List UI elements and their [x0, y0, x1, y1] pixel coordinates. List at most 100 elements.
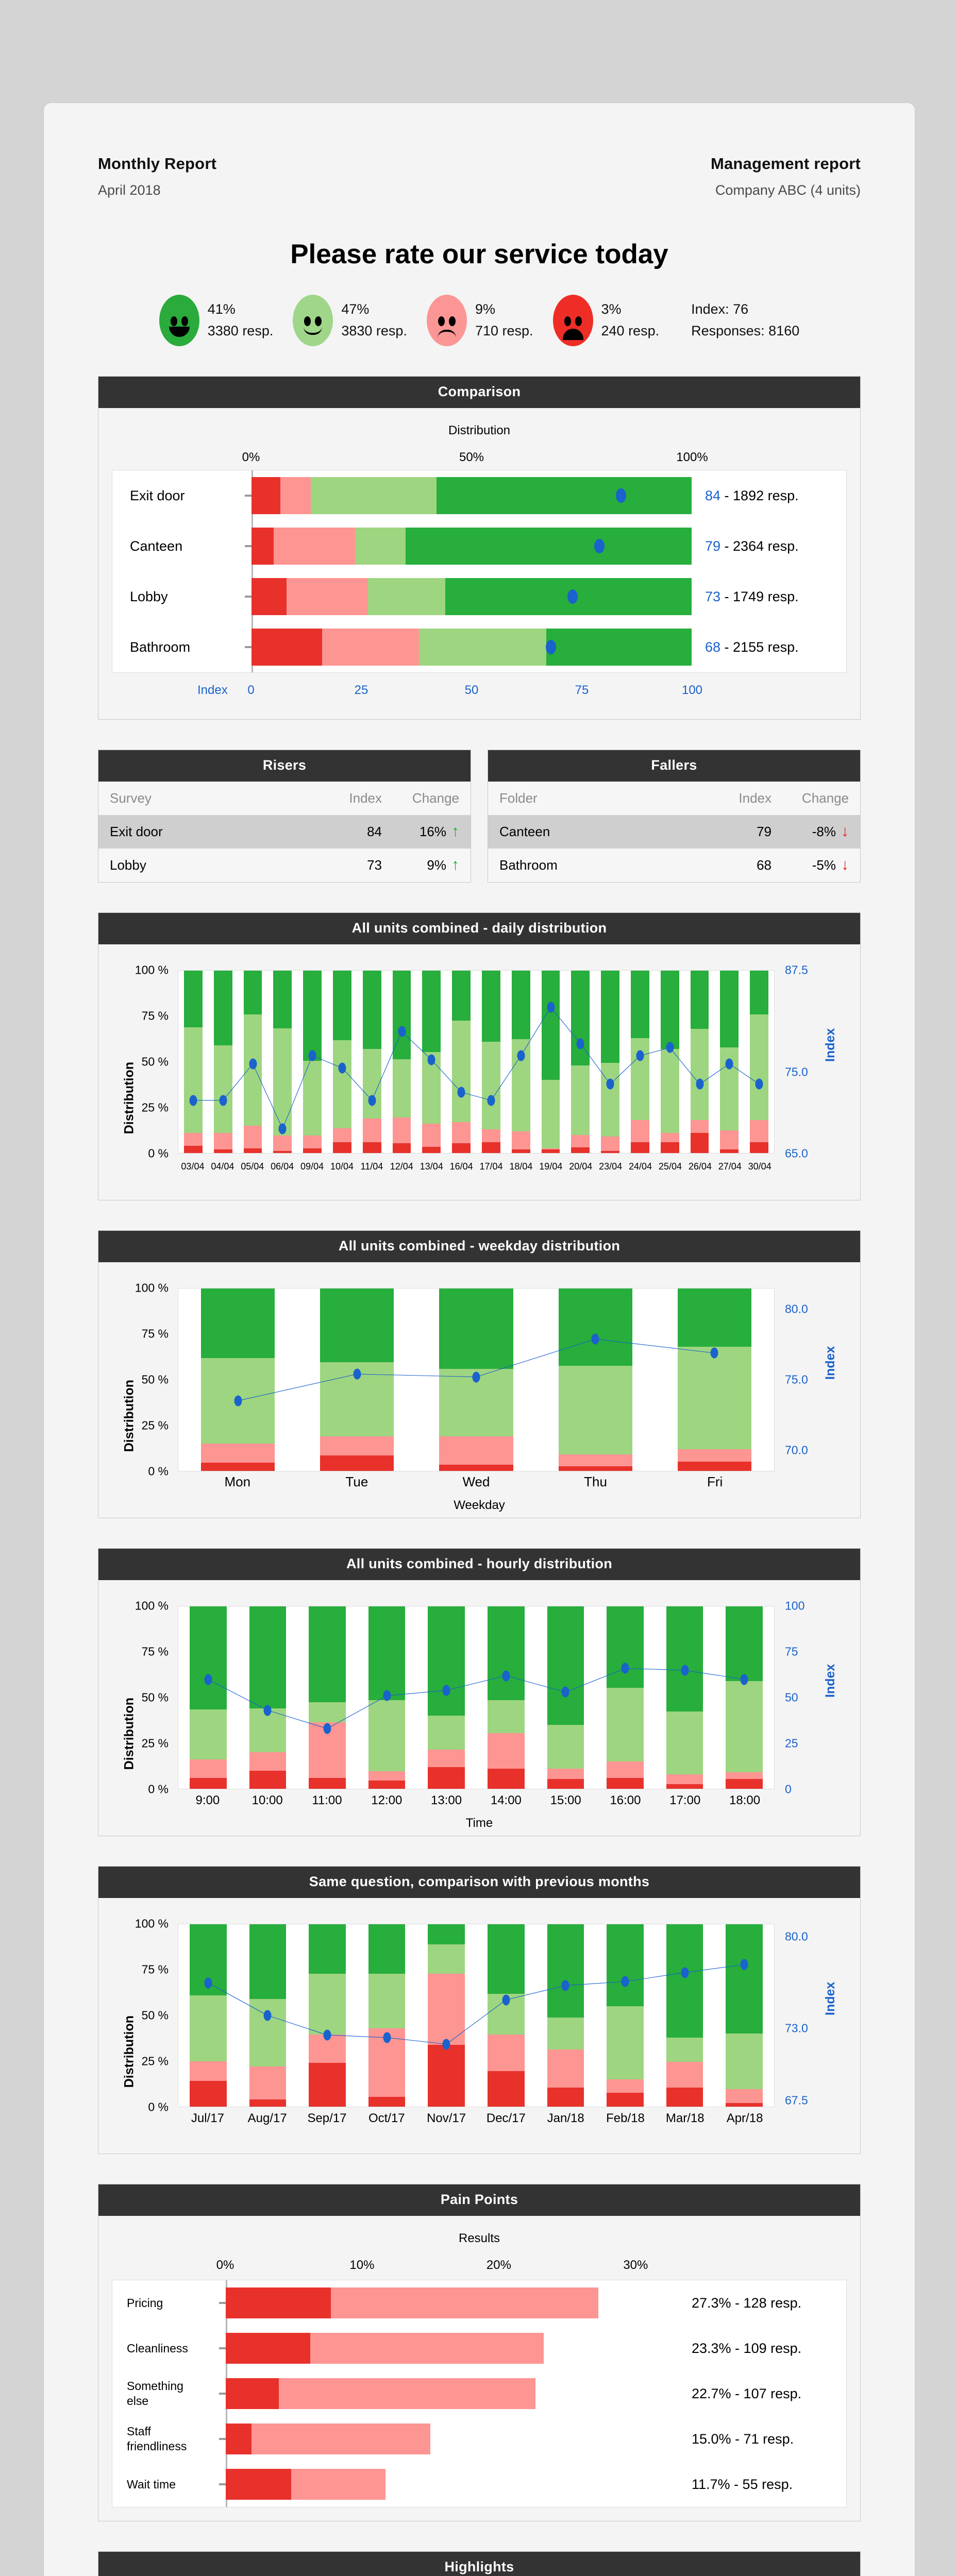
index-point-marker [681, 1665, 689, 1676]
bar-cell[interactable] [595, 1924, 655, 2107]
bar-cell[interactable] [446, 971, 476, 1153]
bar-segment [200, 1463, 275, 1471]
index-marker-dot [616, 488, 627, 503]
fallers-col-folder: Folder [488, 782, 663, 815]
bar-cell[interactable] [536, 1606, 596, 1789]
segment-very-happy [436, 477, 692, 514]
bar-segment [607, 1777, 644, 1789]
report-title: Monthly Report [98, 155, 217, 173]
bar-cell[interactable] [685, 971, 715, 1153]
bar-segment [541, 971, 560, 1080]
bar-cell[interactable] [208, 971, 238, 1153]
pain-points-row[interactable]: Pricing 27.3% - 128 resp. [112, 2280, 846, 2326]
y-axis-label: Distribution [122, 1380, 137, 1452]
bar-cell[interactable] [655, 1289, 774, 1471]
table-row[interactable]: Canteen 79 -8% ↓ [488, 815, 860, 849]
bar-segment [541, 1149, 560, 1153]
bar-segment [309, 1973, 346, 2035]
bar-cell[interactable] [536, 1924, 596, 2107]
bar-cell[interactable] [238, 1924, 298, 2107]
pain-points-row[interactable]: Cleanliness 23.3% - 109 resp. [112, 2326, 846, 2371]
comparison-row[interactable]: Lobby 73 - 1749 resp. [112, 571, 846, 622]
y-axis-tick: 100 % [135, 963, 169, 977]
x-axis-tick-label: 04/04 [211, 1161, 234, 1172]
bar-cell[interactable] [744, 971, 774, 1153]
bar-cell[interactable] [536, 1289, 655, 1471]
bar-segment [368, 1924, 406, 1974]
pain-points-row[interactable]: Something else 22.7% - 107 resp. [112, 2371, 846, 2416]
bar-cell[interactable] [565, 971, 595, 1153]
comparison-index-tick: 100 [681, 683, 703, 697]
bar-cell[interactable] [297, 971, 327, 1153]
bar-cell[interactable] [625, 971, 655, 1153]
bar-cell[interactable] [536, 971, 566, 1153]
bar-segment [690, 971, 709, 1029]
bar-segment [726, 1778, 763, 1789]
bar-cell[interactable] [416, 1924, 476, 2107]
bar-cell[interactable] [416, 1289, 535, 1471]
segment-happy [368, 578, 445, 615]
y2-axis-label: Index [823, 1028, 837, 1062]
bar-segment [243, 1126, 262, 1149]
bar-segment [571, 971, 590, 1066]
bar-cell[interactable] [655, 1924, 715, 2107]
pain-points-row[interactable]: Wait time 11.7% - 55 resp. [112, 2462, 846, 2507]
bar-cell[interactable] [476, 1606, 536, 1789]
y-axis-ticks: 0 % 25 % 50 % 75 % 100 % Distribution [112, 1281, 174, 1478]
bar-cell[interactable] [267, 971, 297, 1153]
bar-segment [677, 1289, 752, 1347]
segment-unhappy [291, 2469, 385, 2500]
index-point-marker [204, 1674, 212, 1685]
table-row[interactable]: Exit door 84 16% ↑ [98, 815, 471, 849]
bar-segment [726, 1681, 763, 1773]
bar-segment [607, 1761, 644, 1778]
bar-cell[interactable] [357, 1924, 417, 2107]
bar-cell[interactable] [357, 971, 387, 1153]
bar-segment [249, 2099, 287, 2107]
bar-cell[interactable] [476, 971, 506, 1153]
table-row[interactable]: Lobby 73 9% ↑ [98, 849, 471, 882]
bar-segment [660, 1049, 679, 1133]
bar-cell[interactable] [178, 1289, 297, 1471]
bar-cell[interactable] [238, 1606, 298, 1789]
bar-cell[interactable] [714, 1924, 774, 2107]
bar-segment [690, 1120, 709, 1133]
x-axis-labels: 9:00 10:00 11:00 12:00 13:00 14:00 15:00 16:00 1… [178, 1793, 775, 1808]
bar-segment [660, 1142, 679, 1153]
bar-stack [666, 1924, 703, 2107]
bar-cell[interactable] [595, 971, 625, 1153]
bar-cell[interactable] [357, 1606, 417, 1789]
bar-segment [487, 2071, 525, 2107]
bar-cell[interactable] [297, 1924, 357, 2107]
x-axis-tick-label: 25/04 [658, 1161, 682, 1172]
bar-cell[interactable] [178, 971, 208, 1153]
bar-segment [571, 1065, 590, 1135]
bar-cell[interactable] [595, 1606, 655, 1789]
y2-axis-tick: 65.0 [785, 1146, 808, 1160]
comparison-row[interactable]: Bathroom 68 - 2155 resp. [112, 622, 846, 672]
comparison-row[interactable]: Canteen 79 - 2364 resp. [112, 521, 846, 571]
bar-cell[interactable] [387, 971, 417, 1153]
segment-very-unhappy [251, 578, 287, 615]
bar-cell[interactable] [655, 971, 685, 1153]
bar-stack [630, 971, 649, 1153]
comparison-row[interactable]: Exit door 84 - 1892 resp. [112, 470, 846, 521]
bar-segment [666, 2062, 703, 2088]
index-point-marker [338, 1062, 346, 1074]
table-header-row: Survey Index Change [98, 782, 471, 815]
bar-cell[interactable] [327, 971, 357, 1153]
bar-cell[interactable] [178, 1606, 238, 1789]
bar-cell[interactable] [714, 1606, 774, 1789]
bar-cell[interactable] [238, 971, 268, 1153]
pain-points-row[interactable]: Staff friendliness 15.0% - 71 resp. [112, 2416, 846, 2462]
bar-cell[interactable] [416, 1606, 476, 1789]
bar-cell[interactable] [297, 1606, 357, 1789]
bar-segment [428, 1767, 465, 1789]
index-line [193, 1007, 759, 1129]
arrow-up-icon: ↑ [451, 856, 459, 873]
chart-card-months: Same question, comparison with previous … [98, 1866, 861, 2154]
bar-segment [368, 1771, 406, 1781]
monthly-comparison-chart: 0 % 25 % 50 % 75 % 100 % Distribution 67.5 73.0… [112, 1917, 847, 2140]
bar-cell[interactable] [655, 1606, 715, 1789]
table-row[interactable]: Bathroom 68 -5% ↓ [488, 849, 860, 882]
